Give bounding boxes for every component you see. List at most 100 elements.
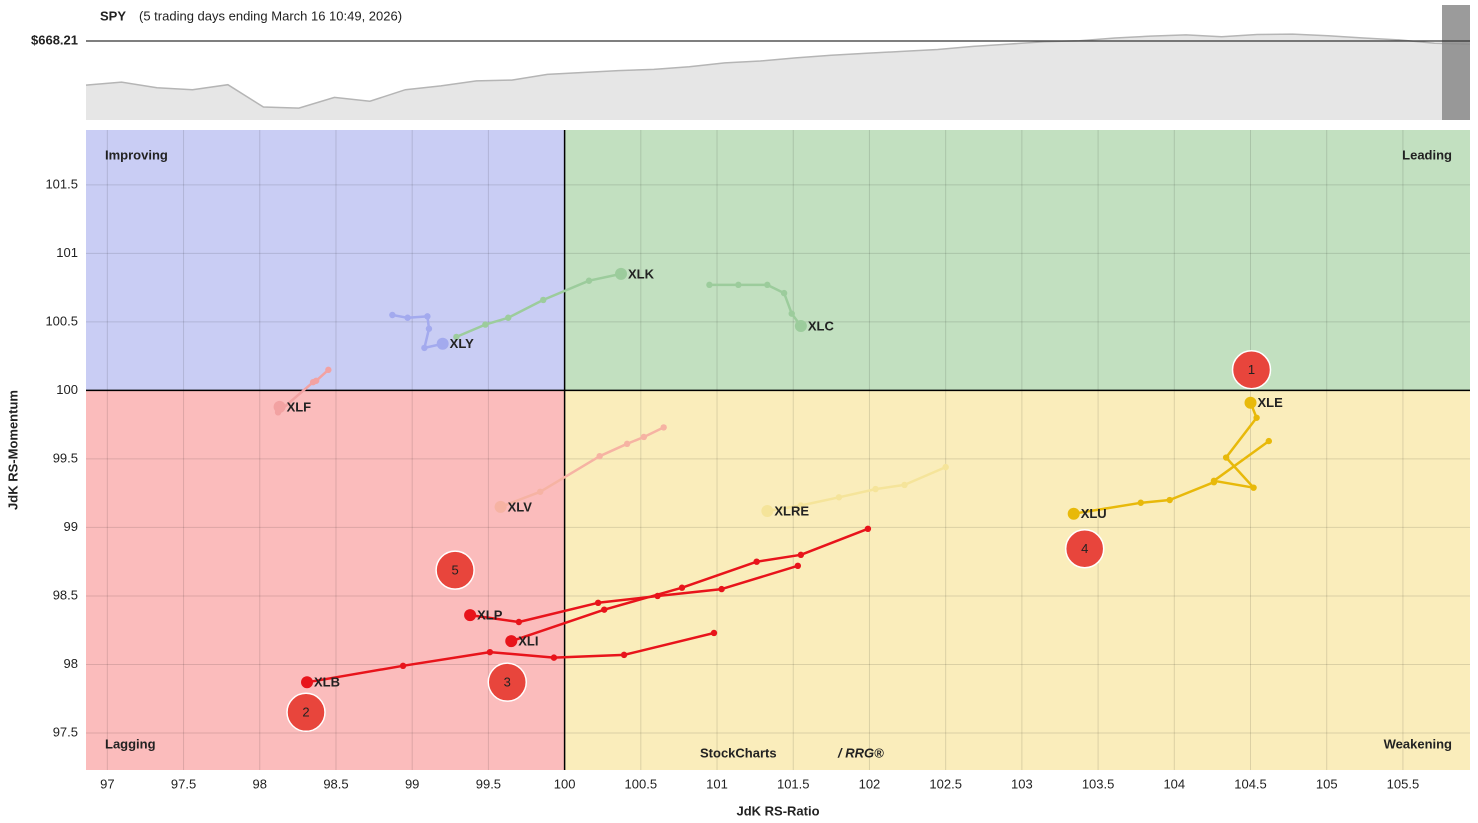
head-point bbox=[505, 635, 518, 648]
series-label: XLF bbox=[287, 399, 312, 414]
head-point bbox=[794, 319, 807, 332]
trail-point bbox=[797, 502, 805, 509]
x-tick-label: 97.5 bbox=[171, 776, 196, 791]
trail-point bbox=[1210, 479, 1218, 486]
quadrant-label: Lagging bbox=[105, 736, 156, 751]
x-tick-label: 97 bbox=[100, 776, 114, 791]
x-tick-label: 103.5 bbox=[1082, 776, 1115, 791]
trail-point bbox=[1265, 437, 1273, 445]
trail bbox=[306, 631, 715, 684]
trail-point bbox=[550, 654, 558, 661]
trail-point bbox=[835, 494, 843, 501]
quadrant bbox=[564, 130, 1470, 391]
trail-point bbox=[718, 585, 725, 593]
quadrant bbox=[86, 130, 565, 391]
callout-number: 1 bbox=[1248, 362, 1255, 377]
y-tick-label: 98.5 bbox=[53, 587, 78, 602]
y-tick-label: 101 bbox=[56, 245, 78, 260]
trail bbox=[469, 564, 799, 624]
trail-point bbox=[797, 551, 805, 559]
trail-point bbox=[537, 488, 544, 495]
x-tick-label: 103 bbox=[1011, 776, 1033, 791]
trail-point bbox=[404, 314, 411, 321]
trail-point bbox=[735, 281, 742, 289]
trail bbox=[455, 272, 622, 339]
x-tick-label: 105.5 bbox=[1387, 776, 1420, 791]
trail-point bbox=[640, 433, 648, 441]
trail-point bbox=[654, 592, 661, 600]
trail-point bbox=[325, 366, 332, 374]
trail-point bbox=[1137, 499, 1144, 506]
rrg-panel: Improving Leading Lagging Weakening 97 97.5 98… bbox=[5, 130, 1470, 818]
trail-point bbox=[710, 629, 718, 637]
series-label: XLC bbox=[808, 318, 835, 333]
x-tick-label: 100 bbox=[554, 776, 576, 791]
callout-number: 5 bbox=[451, 563, 458, 578]
x-tick-label: 101.5 bbox=[777, 776, 810, 791]
quadrant-label: Leading bbox=[1402, 147, 1452, 162]
x-axis-label: JdK RS-Ratio bbox=[736, 803, 819, 818]
trail bbox=[767, 465, 947, 513]
trail-point bbox=[1253, 414, 1260, 421]
quadrant bbox=[564, 390, 1470, 770]
callout-badge bbox=[1064, 528, 1105, 569]
callout-number: 2 bbox=[302, 705, 309, 720]
x-tick-label: 99.5 bbox=[476, 776, 501, 791]
y-axis-label: JdK RS-Momentum bbox=[5, 390, 20, 510]
trail bbox=[1073, 481, 1215, 515]
series-label: XLY bbox=[450, 336, 474, 351]
y-tick-label: 99 bbox=[64, 519, 78, 534]
quadrant-label: Weakening bbox=[1384, 736, 1452, 751]
watermark: StockCharts bbox=[700, 745, 777, 760]
trail-point bbox=[901, 481, 908, 489]
trail-point bbox=[678, 584, 686, 591]
trail-point bbox=[788, 310, 795, 317]
trail-point bbox=[872, 485, 879, 493]
trail-point bbox=[780, 289, 788, 297]
x-tick-label: 100.5 bbox=[625, 776, 658, 791]
y-tick-label: 98 bbox=[64, 656, 78, 671]
trail-point bbox=[596, 452, 603, 460]
chart-subtitle: (5 trading days ending March 16 10:49, 2… bbox=[139, 8, 402, 23]
trail-point bbox=[623, 440, 631, 448]
x-tick-label: 98.5 bbox=[323, 776, 348, 791]
current-day-shade bbox=[1442, 5, 1470, 120]
series-label: XLI bbox=[518, 634, 538, 649]
chart-title: SPY bbox=[100, 8, 126, 23]
y-tick-label: 99.5 bbox=[53, 450, 78, 465]
head-point bbox=[494, 500, 507, 513]
trail-point bbox=[1250, 484, 1257, 491]
x-tick-label: 99 bbox=[405, 776, 419, 791]
head-point bbox=[1067, 507, 1080, 520]
callout-badge bbox=[435, 550, 475, 590]
x-tick-label: 101 bbox=[706, 776, 728, 791]
trail-point bbox=[1222, 454, 1230, 461]
watermark: / RRG® bbox=[837, 745, 884, 760]
x-tick-label: 102 bbox=[859, 776, 881, 791]
x-tick-label: 104.5 bbox=[1234, 776, 1267, 791]
head-point bbox=[273, 400, 286, 413]
trail-point bbox=[486, 648, 494, 656]
y-tick-label: 101.5 bbox=[45, 176, 78, 191]
price-label: $668.21 bbox=[31, 32, 78, 47]
callout-number: 3 bbox=[504, 675, 511, 690]
trail-point bbox=[620, 651, 628, 659]
trail-point bbox=[399, 662, 407, 670]
series-label: XLP bbox=[477, 608, 503, 623]
trail-point bbox=[660, 424, 667, 431]
trail bbox=[510, 527, 869, 643]
trail-point bbox=[753, 558, 760, 565]
trail-point bbox=[424, 313, 431, 320]
trail-point bbox=[601, 606, 608, 613]
callout-badge bbox=[286, 692, 326, 733]
trail-point bbox=[942, 463, 949, 471]
price-line bbox=[85, 33, 1471, 109]
head-point bbox=[1244, 396, 1257, 409]
series-label: XLE bbox=[1258, 395, 1284, 410]
y-tick-label: 97.5 bbox=[53, 724, 78, 739]
trail-point bbox=[706, 281, 713, 289]
head-point bbox=[301, 676, 314, 689]
quadrant bbox=[86, 390, 565, 770]
y-tick-label: 100 bbox=[56, 382, 78, 397]
series-label: XLV bbox=[508, 499, 533, 514]
